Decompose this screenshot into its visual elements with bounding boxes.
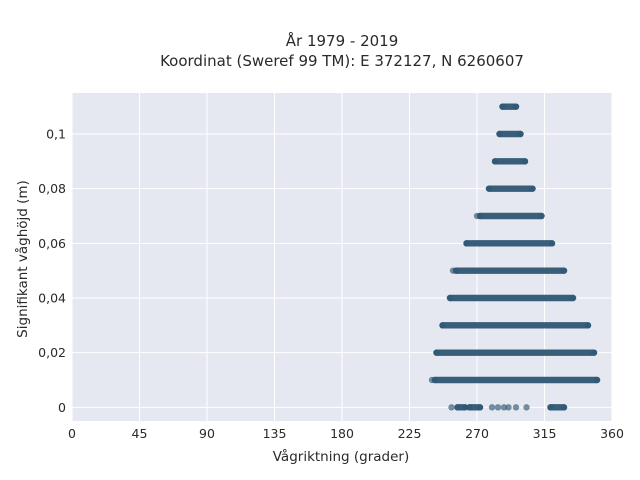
data-point (529, 185, 536, 192)
data-point (590, 349, 598, 356)
x-tick-label: 270 (465, 426, 489, 441)
data-point (547, 404, 554, 411)
y-axis-title: Signifikant våghöjd (m) (14, 180, 31, 338)
x-tick-label: 225 (398, 426, 422, 441)
data-point (428, 376, 436, 384)
data-point (521, 158, 529, 165)
data-point (461, 404, 469, 411)
chart-title-line-2: Koordinat (Sweref 99 TM): E 372127, N 62… (160, 52, 524, 70)
data-point (500, 404, 508, 411)
chart-title-line-1: År 1979 - 2019 (286, 31, 399, 50)
data-point (512, 404, 520, 411)
data-point (494, 404, 502, 411)
data-point (499, 103, 506, 110)
y-tick-label: 0,04 (38, 291, 66, 306)
data-point (433, 349, 440, 356)
data-point (473, 212, 481, 220)
data-point (505, 404, 512, 411)
data-point (485, 185, 493, 192)
data-point (560, 267, 568, 274)
x-tick-label: 180 (330, 426, 354, 441)
x-tick-label: 135 (263, 426, 287, 441)
data-point (560, 404, 568, 411)
y-tick-label: 0,08 (38, 181, 66, 196)
x-axis-title: Vågriktning (grader) (273, 448, 410, 465)
x-tick-label: 360 (600, 426, 624, 441)
data-point (488, 404, 496, 411)
y-tick-label: 0,06 (38, 236, 66, 251)
data-point (476, 404, 484, 411)
data-point (523, 404, 530, 411)
y-tick-label: 0,02 (38, 345, 66, 360)
plot-area (71, 93, 613, 421)
data-point (538, 212, 545, 220)
data-point (569, 294, 577, 302)
x-tick-label: 315 (533, 426, 557, 441)
y-tick-label: 0 (58, 400, 66, 415)
x-axis-ticks: 0 45 90 135 180 225 270 315 360 (68, 426, 624, 441)
data-point (496, 130, 503, 138)
data-point (454, 404, 461, 411)
data-point (512, 103, 520, 110)
data-point (593, 376, 601, 384)
x-tick-label: 90 (199, 426, 215, 441)
data-point (548, 240, 556, 247)
data-point (491, 158, 499, 165)
data-point (463, 240, 470, 247)
data-point (448, 404, 455, 411)
y-tick-label: 0,1 (46, 127, 66, 142)
x-tick-label: 0 (68, 426, 76, 441)
data-point (439, 322, 446, 329)
data-point (449, 267, 457, 274)
y-axis-ticks: 0 0,02 0,04 0,06 0,08 0,1 (38, 127, 66, 415)
data-point (517, 130, 524, 138)
x-tick-label: 45 (132, 426, 148, 441)
data-point (584, 322, 592, 329)
data-point (466, 404, 473, 411)
data-point (446, 294, 454, 302)
